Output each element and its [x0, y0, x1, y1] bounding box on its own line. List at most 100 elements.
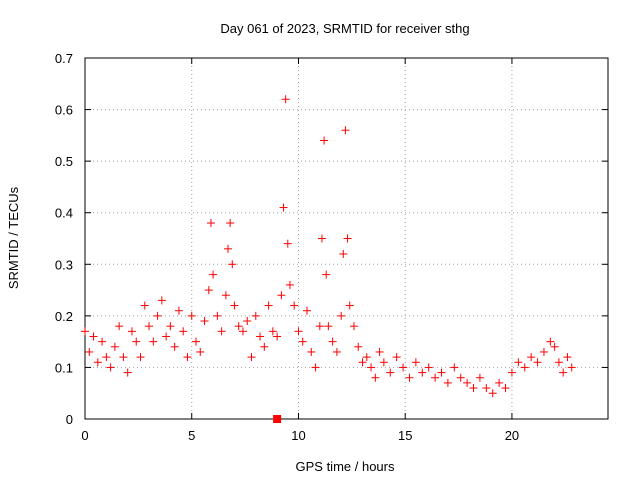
data-point: [339, 249, 348, 258]
data-point: [322, 270, 331, 279]
data-point: [527, 353, 536, 362]
data-point: [349, 322, 358, 331]
plot-frame: [84, 57, 609, 420]
data-point: [456, 373, 465, 382]
data-point: [332, 347, 341, 356]
axis-ticks: 0 5 10 15 20 0 0.1 0.2 0.3 0.4 0.5 0.6 0.7: [55, 51, 608, 443]
data-point: [179, 327, 188, 336]
data-point: [345, 301, 354, 310]
data-point: [256, 332, 265, 341]
data-point: [337, 311, 346, 320]
data-point: [119, 353, 128, 362]
data-point: [418, 368, 427, 377]
y-tick-label: 0.5: [55, 154, 73, 169]
data-point: [371, 373, 380, 382]
chart-title: Day 061 of 2023, SRMTID for receiver sth…: [220, 21, 469, 36]
data-point: [89, 332, 98, 341]
data-point: [328, 337, 337, 346]
data-point: [324, 322, 333, 331]
data-point: [443, 378, 452, 387]
data-point: [386, 368, 395, 377]
data-point: [567, 363, 576, 372]
data-point: [204, 286, 213, 295]
data-point: [411, 358, 420, 367]
data-points: [81, 95, 576, 423]
data-point: [115, 322, 124, 331]
x-tick-label: 20: [505, 428, 519, 443]
data-point: [145, 322, 154, 331]
y-tick-label: 0.1: [55, 360, 73, 375]
data-point: [431, 373, 440, 382]
data-point: [217, 327, 226, 336]
data-point: [132, 337, 141, 346]
data-point: [281, 95, 290, 104]
data-point: [149, 337, 158, 346]
data-point: [450, 363, 459, 372]
data-point: [354, 342, 363, 351]
y-tick-label: 0.3: [55, 257, 73, 272]
data-point: [221, 291, 230, 300]
data-point: [520, 363, 529, 372]
data-point: [192, 337, 201, 346]
data-point-square: [273, 415, 282, 423]
data-point: [268, 327, 277, 336]
data-point: [475, 373, 484, 382]
data-point: [183, 353, 192, 362]
data-point: [196, 347, 205, 356]
data-point: [127, 327, 136, 336]
data-point: [283, 239, 292, 248]
data-point: [514, 358, 523, 367]
data-point: [546, 337, 555, 346]
data-point: [463, 378, 472, 387]
data-point: [102, 353, 111, 362]
data-point: [140, 301, 149, 310]
data-point: [507, 368, 516, 377]
data-point: [285, 280, 294, 289]
data-point: [554, 358, 563, 367]
data-point: [311, 363, 320, 372]
data-point: [85, 347, 94, 356]
data-point: [533, 358, 542, 367]
data-point: [224, 244, 233, 253]
data-point: [375, 347, 384, 356]
data-point: [437, 368, 446, 377]
data-point: [392, 353, 401, 362]
data-point: [200, 317, 209, 326]
y-axis-label: SRMTID / TECUs: [6, 186, 21, 289]
data-point: [174, 306, 183, 315]
data-point: [294, 327, 303, 336]
y-tick-label: 0.7: [55, 51, 73, 66]
data-point: [93, 358, 102, 367]
x-tick-label: 15: [398, 428, 412, 443]
data-point: [238, 327, 247, 336]
data-point: [187, 311, 196, 320]
data-point: [230, 301, 239, 310]
data-point: [277, 291, 286, 300]
data-point: [170, 342, 179, 351]
data-point: [166, 322, 175, 331]
data-point: [106, 363, 115, 372]
data-point: [367, 363, 376, 372]
data-point: [234, 322, 243, 331]
data-point: [81, 327, 89, 336]
data-point: [317, 234, 326, 243]
x-axis-label: GPS time / hours: [296, 459, 395, 474]
grid-lines: [85, 58, 608, 419]
data-point: [424, 363, 433, 372]
y-tick-label: 0.2: [55, 309, 73, 324]
data-point: [343, 234, 352, 243]
data-point: [98, 337, 107, 346]
data-point: [213, 311, 222, 320]
data-point: [298, 337, 307, 346]
data-point: [399, 363, 408, 372]
data-point: [362, 353, 371, 362]
data-point: [273, 332, 282, 341]
data-point: [379, 358, 388, 367]
data-point: [563, 353, 572, 362]
data-point: [290, 301, 299, 310]
data-point: [251, 311, 260, 320]
data-point: [341, 126, 350, 135]
data-point: [303, 306, 312, 315]
data-point: [153, 311, 162, 320]
